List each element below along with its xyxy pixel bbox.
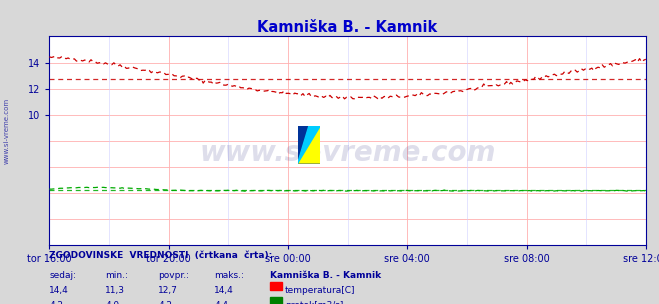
Text: povpr.:: povpr.:	[158, 271, 189, 280]
Polygon shape	[297, 126, 320, 164]
Text: 4,4: 4,4	[214, 301, 228, 304]
Text: 11,3: 11,3	[105, 286, 125, 295]
Polygon shape	[297, 126, 320, 164]
Text: 14,4: 14,4	[214, 286, 234, 295]
Text: min.:: min.:	[105, 271, 129, 280]
Title: Kamniška B. - Kamnik: Kamniška B. - Kamnik	[258, 20, 438, 35]
Text: pretok[m3/s]: pretok[m3/s]	[285, 301, 343, 304]
Text: 14,4: 14,4	[49, 286, 69, 295]
Polygon shape	[297, 126, 309, 164]
Text: ZGODOVINSKE  VREDNOSTI  (črtkana  črta):: ZGODOVINSKE VREDNOSTI (črtkana črta):	[49, 251, 273, 260]
Text: www.si-vreme.com: www.si-vreme.com	[3, 98, 9, 164]
Text: 4,2: 4,2	[49, 301, 63, 304]
Text: 12,7: 12,7	[158, 286, 178, 295]
Text: www.si-vreme.com: www.si-vreme.com	[200, 139, 496, 167]
Text: maks.:: maks.:	[214, 271, 244, 280]
Text: temperatura[C]: temperatura[C]	[285, 286, 355, 295]
Text: 4,2: 4,2	[158, 301, 172, 304]
Text: sedaj:: sedaj:	[49, 271, 76, 280]
Text: 4,0: 4,0	[105, 301, 119, 304]
Text: Kamniška B. - Kamnik: Kamniška B. - Kamnik	[270, 271, 382, 280]
